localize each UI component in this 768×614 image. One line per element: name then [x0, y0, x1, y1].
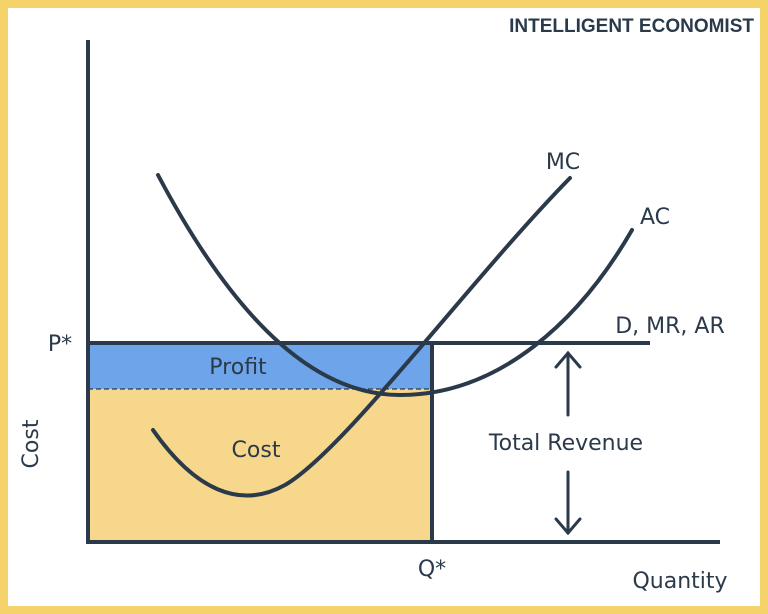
total-revenue-label: Total Revenue [488, 431, 643, 456]
cost-label: Cost [232, 438, 281, 463]
demand-label: D, MR, AR [615, 314, 725, 339]
ac-label: AC [640, 205, 670, 230]
profit-area [88, 343, 432, 389]
quantity-label: Q* [418, 557, 446, 582]
profit-label: Profit [209, 355, 267, 380]
x-axis-label: Quantity [632, 569, 727, 594]
mc-label: MC [546, 150, 580, 175]
cost-area [88, 389, 432, 542]
mc-curve [151, 176, 572, 498]
ac-curve [156, 173, 634, 398]
y-axis-label: Cost [19, 419, 44, 468]
price-label: P* [48, 332, 72, 357]
brand: INTELLIGENT ECONOMIST [509, 16, 754, 37]
revenue-arrows [554, 350, 582, 536]
